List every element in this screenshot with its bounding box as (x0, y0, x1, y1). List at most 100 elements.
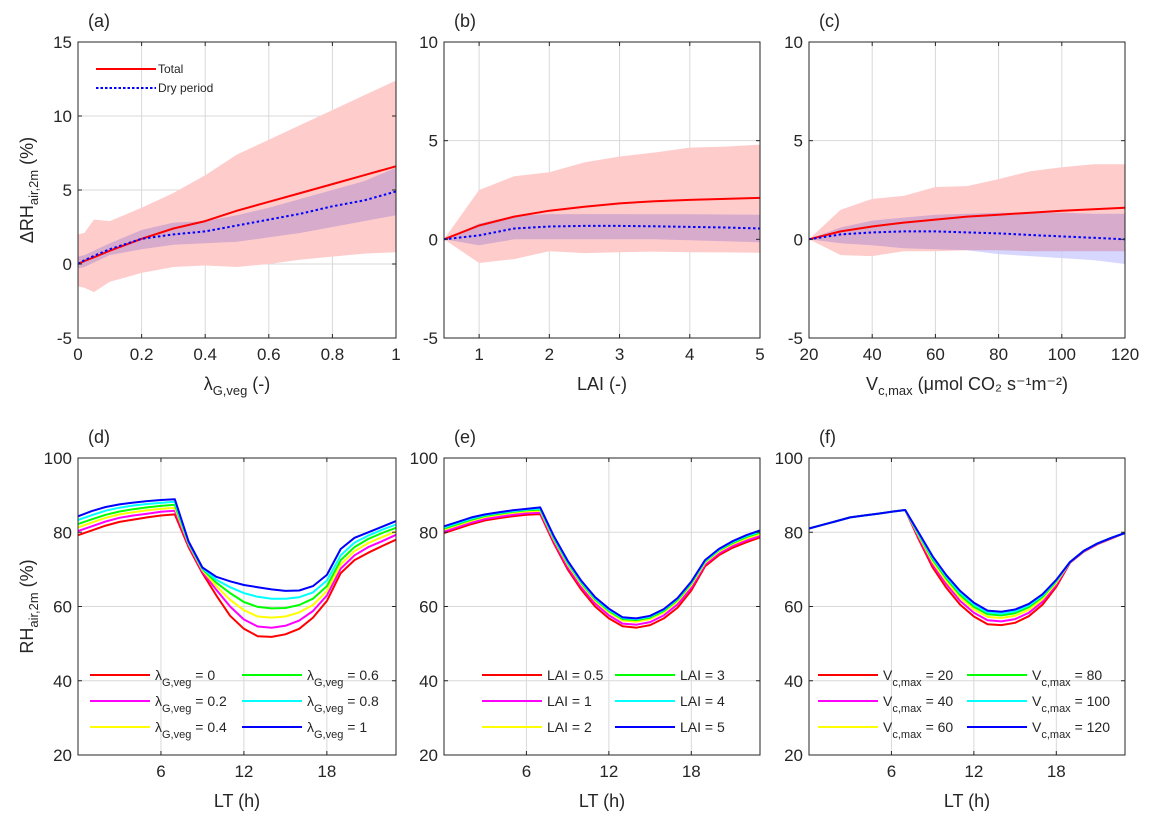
legend-label-main: λ (155, 667, 162, 683)
legend-label-main: V (1032, 667, 1042, 683)
y-tick-label: 20 (784, 746, 803, 765)
x-tick-label: 1 (474, 345, 483, 364)
x-tick-label: 1 (391, 345, 400, 364)
x-tick-label: 0.4 (193, 345, 217, 364)
legend-label-sub: c,max (892, 677, 922, 689)
series-line-vc-max-120 (808, 509, 1126, 613)
legend-label: Vc,max = 60 (883, 719, 953, 741)
x-axis-label-main: LT (h) (579, 791, 625, 811)
x-tick-label: 0 (73, 345, 82, 364)
series-line--g-veg-0-4 (77, 506, 397, 619)
x-tick-label: 6 (887, 762, 896, 781)
x-tick-label: 6 (522, 762, 531, 781)
x-tick-label: 12 (599, 762, 618, 781)
legend-label: Vc,max = 120 (1032, 719, 1110, 741)
x-tick-label: 5 (755, 345, 764, 364)
panel-e: (e) 6 12 18 20 40 60 80 100 LT (h) LAI = 0.5 LAI = … (410, 427, 761, 811)
legend-label-main: LAI = 0.5 (547, 667, 604, 683)
y-tick-label: 80 (53, 523, 72, 542)
y-tick-label: 5 (429, 132, 438, 151)
legend-label-rest: = 40 (922, 693, 954, 709)
y-axis-label-rest: (%) (17, 559, 37, 592)
legend-label-sub: G,veg (314, 677, 343, 689)
legend-label-main: LAI = 4 (680, 693, 725, 709)
panel-label: (a) (88, 11, 110, 31)
y-axis-label-main: RH (17, 628, 37, 654)
legend-label: Vc,max = 20 (883, 667, 953, 689)
legend-label-main: V (1032, 719, 1042, 735)
y-tick-label: 40 (784, 672, 803, 691)
y-tick-label: 0 (429, 230, 438, 249)
legend-label-rest: = 60 (922, 719, 954, 735)
x-tick-label: 6 (156, 762, 165, 781)
legend-label-main: λ (155, 719, 162, 735)
x-tick-label: 18 (317, 762, 336, 781)
panel-label: (b) (454, 11, 476, 31)
x-axis-label-main: LAI (-) (577, 374, 627, 394)
legend-label-main: LAI = 1 (547, 693, 592, 709)
bands (78, 80, 396, 293)
x-axis-label-main: LT (h) (214, 791, 260, 811)
legend-label-main: λ (307, 667, 314, 683)
legend-label: Vc,max = 100 (1032, 693, 1110, 715)
y-axis-label-sub: air,2m (26, 592, 41, 627)
y-axis-label-group: RHair,2m (%) (17, 559, 41, 653)
y-axis-label-sub: air,2m (26, 170, 41, 205)
x-tick-label: 40 (863, 345, 882, 364)
y-tick-label: 100 (775, 449, 803, 468)
legend-label-rest: = 1 (343, 719, 367, 735)
series-line--g-veg-0 (77, 513, 397, 638)
series-line-dry-period (77, 190, 397, 265)
legend-label-sub: G,veg (162, 729, 191, 741)
y-tick-label: 20 (53, 746, 72, 765)
series-line-lai-1 (443, 511, 761, 626)
y-tick-label: 80 (419, 523, 438, 542)
legend-label: LAI = 1 (547, 693, 592, 709)
legend-label-rest: = 0.4 (191, 719, 227, 735)
y-tick-label: 15 (53, 33, 72, 52)
x-tick-label: 120 (1111, 345, 1139, 364)
x-tick-label: 3 (615, 345, 624, 364)
legend-label: λG,veg = 0.6 (307, 667, 379, 689)
legend-label-main: V (883, 693, 893, 709)
legend-label-main: LAI = 5 (680, 719, 725, 735)
y-tick-label: 10 (784, 33, 803, 52)
x-tick-label: 18 (682, 762, 701, 781)
y-tick-label: 100 (410, 449, 438, 468)
legend-label-sub: G,veg (162, 703, 191, 715)
panel-b: (b) 1 2 3 4 5 -5 0 5 10 LAI (-) (419, 11, 765, 394)
legend-label-sub: c,max (892, 703, 922, 715)
panel-label: (f) (819, 427, 836, 447)
legend-label-main: λ (307, 693, 314, 709)
y-tick-label: 100 (44, 449, 72, 468)
x-axis-label-sub: c,max (878, 383, 913, 398)
panel-label: (e) (454, 427, 476, 447)
y-tick-label: 40 (419, 672, 438, 691)
x-axis-label-main: LT (h) (944, 791, 990, 811)
x-tick-label: 4 (685, 345, 694, 364)
y-tick-label: 0 (794, 230, 803, 249)
series-line-total (77, 165, 397, 265)
x-tick-label: 12 (964, 762, 983, 781)
series-line--g-veg-0-6 (77, 503, 397, 610)
axes-frame (443, 41, 761, 339)
dry-period-range-band (78, 167, 396, 269)
y-tick-label: -5 (57, 329, 72, 348)
y-tick-label: -5 (423, 329, 438, 348)
legend-label-sub: G,veg (314, 703, 343, 715)
panel-c: (c) 20 40 60 80 100 120 -5 0 5 10 Vc,max (μmol CO₂ … (784, 11, 1139, 398)
bands (809, 164, 1125, 264)
x-axis-label-main: λ (204, 374, 213, 394)
x-tick-label: 20 (800, 345, 819, 364)
x-axis-label-rest: (-) (247, 374, 270, 394)
x-tick-label: 60 (926, 345, 945, 364)
legend-label-rest: = 100 (1071, 693, 1111, 709)
x-axis-label-sub: G,veg (213, 383, 248, 398)
x-axis-label: Vc,max (μmol CO₂ s⁻¹m⁻²) (866, 374, 1068, 398)
y-tick-label: 80 (784, 523, 803, 542)
x-axis-label: LT (h) (579, 791, 625, 811)
y-tick-label: 60 (419, 598, 438, 617)
legend-label: λG,veg = 1 (307, 719, 367, 741)
